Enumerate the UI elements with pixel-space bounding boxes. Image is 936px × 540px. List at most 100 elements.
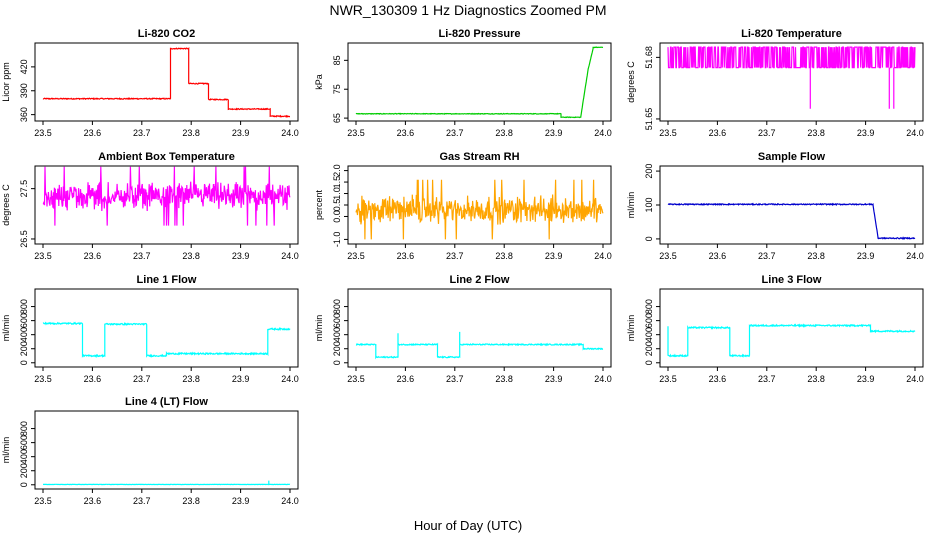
- y-tick-label: 400: [19, 449, 29, 464]
- y-axis-label: Licor ppm: [1, 62, 11, 102]
- y-tick-label: 0: [644, 360, 654, 365]
- x-tick-label: 23.9: [232, 251, 250, 261]
- y-tick-label: 1.5: [332, 176, 342, 189]
- panel-1: Li-820 CO2 Licor ppm 23.5 23.6 23.7 23.8 23.9 2…: [1, 28, 299, 138]
- x-tick-label: 23.7: [133, 128, 151, 138]
- y-tick-label: 2.0: [332, 164, 342, 177]
- x-tick-label: 23.7: [758, 128, 776, 138]
- figure-xlabel: Hour of Day (UTC): [414, 518, 522, 533]
- panel-title: Li-820 CO2: [138, 28, 195, 40]
- x-tick-label: 23.7: [446, 251, 464, 261]
- x-tick-label: 23.5: [34, 496, 52, 506]
- x-tick-label: 24.0: [906, 251, 924, 261]
- x-tick-label: 23.6: [397, 128, 415, 138]
- series-line: [355, 179, 604, 240]
- y-tick-label: 0: [19, 360, 29, 365]
- y-tick-label: 200: [644, 341, 654, 356]
- panel-5: Gas Stream RH percent 23.5 23.6 23.7 23.8 23.9…: [314, 151, 612, 261]
- x-tick-label: 24.0: [594, 128, 612, 138]
- x-tick-label: 23.9: [232, 128, 250, 138]
- plot-frame: [347, 288, 612, 368]
- y-tick-label: 200: [19, 341, 29, 356]
- panels-group: Li-820 CO2 Licor ppm 23.5 23.6 23.7 23.8 23.9 2…: [1, 28, 924, 506]
- y-tick-label: 600: [644, 313, 654, 328]
- y-tick-label: 85: [332, 55, 342, 65]
- x-tick-label: 23.8: [807, 251, 825, 261]
- x-tick-label: 23.8: [182, 496, 200, 506]
- figure-title: NWR_130309 1 Hz Diagnostics Zoomed PM: [329, 2, 606, 18]
- y-axis-label: ml/min: [1, 437, 11, 464]
- x-tick-label: 23.9: [545, 251, 563, 261]
- series-line: [355, 331, 604, 360]
- panel-title: Ambient Box Temperature: [98, 151, 235, 163]
- x-tick-label: 23.9: [857, 251, 875, 261]
- y-axis-label: ml/min: [626, 315, 636, 342]
- x-tick-label: 23.7: [133, 374, 151, 384]
- x-tick-label: 23.6: [397, 251, 415, 261]
- plot-frame: [347, 42, 612, 122]
- x-tick-label: 23.7: [758, 251, 776, 261]
- x-tick-label: 23.8: [182, 374, 200, 384]
- x-tick-label: 24.0: [594, 374, 612, 384]
- series-line: [667, 323, 916, 358]
- x-tick-label: 23.7: [446, 374, 464, 384]
- x-tick-label: 24.0: [906, 128, 924, 138]
- x-tick-label: 23.8: [807, 128, 825, 138]
- x-tick-label: 23.7: [446, 128, 464, 138]
- x-tick-label: 23.5: [659, 128, 677, 138]
- panel-title: Sample Flow: [758, 151, 826, 163]
- plot-frame: [34, 165, 299, 245]
- y-tick-label: 0: [19, 482, 29, 487]
- y-tick-label: 200: [332, 341, 342, 356]
- y-tick-label: 100: [644, 197, 654, 212]
- series-line: [42, 166, 291, 226]
- y-axis-label: ml/min: [1, 315, 11, 342]
- y-axis-label: ml/min: [314, 315, 324, 342]
- x-tick-label: 23.6: [709, 374, 727, 384]
- plot-frame: [659, 42, 924, 122]
- y-tick-label: 51.68: [644, 46, 654, 69]
- x-tick-label: 24.0: [281, 251, 299, 261]
- y-tick-label: 0.5: [332, 199, 342, 212]
- x-tick-label: 23.7: [758, 374, 776, 384]
- y-tick-label: 75: [332, 84, 342, 94]
- panel-title: Gas Stream RH: [439, 151, 519, 163]
- y-tick-label: 27.5: [19, 180, 29, 198]
- plot-frame: [34, 410, 299, 490]
- x-tick-label: 23.5: [659, 251, 677, 261]
- series-line: [42, 46, 290, 118]
- panel-4: Ambient Box Temperature degrees C 23.5 23.6…: [1, 151, 299, 261]
- x-tick-label: 23.8: [495, 374, 513, 384]
- x-tick-label: 23.9: [545, 128, 563, 138]
- x-tick-label: 23.6: [709, 128, 727, 138]
- y-tick-label: 200: [644, 164, 654, 179]
- panel-title: Line 1 Flow: [137, 274, 197, 286]
- plot-frame: [659, 288, 924, 368]
- series-line: [43, 480, 291, 486]
- plot-frame: [34, 42, 299, 122]
- y-tick-label: 0: [644, 236, 654, 241]
- x-tick-label: 23.8: [807, 374, 825, 384]
- y-tick-label: 800: [644, 299, 654, 314]
- y-axis-label: degrees C: [1, 184, 11, 226]
- series-line: [355, 46, 604, 119]
- x-tick-label: 23.7: [133, 496, 151, 506]
- x-tick-label: 23.5: [347, 251, 365, 261]
- y-axis-label: degrees C: [626, 61, 636, 103]
- x-tick-label: 23.9: [232, 374, 250, 384]
- x-tick-label: 23.9: [857, 128, 875, 138]
- x-tick-label: 23.5: [347, 374, 365, 384]
- x-tick-label: 23.9: [545, 374, 563, 384]
- panel-title: Li-820 Pressure: [439, 28, 521, 40]
- y-tick-label: 400: [332, 327, 342, 342]
- x-tick-label: 24.0: [906, 374, 924, 384]
- y-tick-label: 600: [332, 313, 342, 328]
- y-tick-label: 65: [332, 113, 342, 123]
- y-tick-label: 800: [19, 299, 29, 314]
- panel-10: Line 4 (LT) Flow ml/min 23.5 23.6 23.7 23.8 23…: [1, 396, 299, 506]
- panel-title: Li-820 Temperature: [741, 28, 842, 40]
- y-tick-label: 400: [644, 327, 654, 342]
- x-tick-label: 23.9: [857, 374, 875, 384]
- y-tick-label: 26.5: [19, 230, 29, 248]
